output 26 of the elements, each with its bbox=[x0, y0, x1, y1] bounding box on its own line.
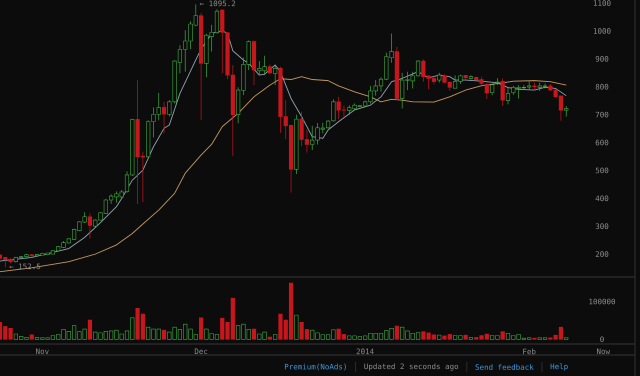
candlestick bbox=[564, 106, 568, 117]
bar bbox=[198, 317, 204, 340]
bar bbox=[437, 334, 442, 340]
bar bbox=[273, 334, 278, 340]
candlestick bbox=[268, 64, 272, 75]
candlestick bbox=[273, 64, 278, 86]
candlestick bbox=[220, 8, 224, 74]
bar bbox=[294, 314, 298, 340]
bar bbox=[268, 336, 272, 340]
bar bbox=[252, 328, 256, 340]
candlestick bbox=[437, 72, 442, 83]
candlestick bbox=[88, 213, 92, 239]
bar bbox=[464, 334, 468, 340]
bar bbox=[88, 320, 92, 340]
candlestick bbox=[532, 82, 537, 90]
bar bbox=[162, 330, 166, 340]
candlestick bbox=[500, 78, 505, 106]
candlestick bbox=[484, 82, 489, 100]
candlestick bbox=[506, 86, 510, 105]
candlestick bbox=[162, 101, 166, 134]
candlestick bbox=[490, 84, 494, 96]
bar bbox=[394, 326, 399, 340]
line-series bbox=[0, 76, 567, 272]
candlestick bbox=[495, 78, 500, 86]
bar bbox=[500, 331, 505, 340]
bar bbox=[30, 334, 34, 340]
